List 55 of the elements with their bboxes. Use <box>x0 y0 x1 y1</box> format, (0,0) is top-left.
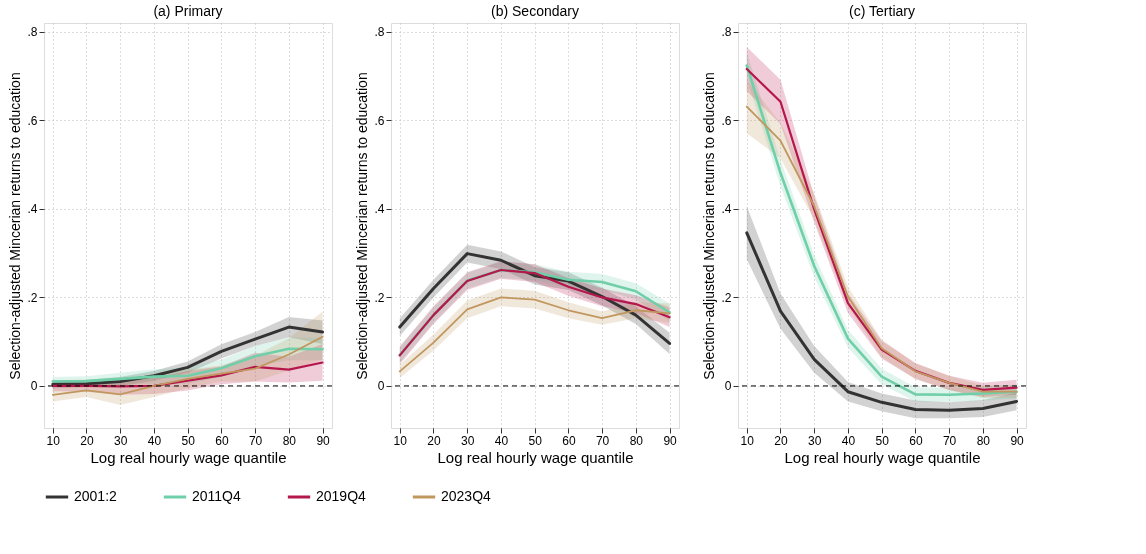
y-tick-label: .2 <box>721 290 732 305</box>
x-tick-label: 50 <box>875 433 890 448</box>
x-tick-label: 90 <box>1010 433 1025 448</box>
y-tick-label: .4 <box>374 202 385 217</box>
x-tick-label: 10 <box>740 433 755 448</box>
y-tick-label: .8 <box>721 25 732 40</box>
x-tick-label: 20 <box>80 433 94 448</box>
x-tick-label: 70 <box>595 433 610 448</box>
y-tick-label: .4 <box>27 202 38 217</box>
x-tick-label: 60 <box>562 433 576 448</box>
y-tick-label: .8 <box>27 25 38 40</box>
y-tick-label: .2 <box>27 290 38 305</box>
x-tick-label: 30 <box>808 433 822 448</box>
x-tick-label: 40 <box>494 433 509 448</box>
x-tick-label: 90 <box>663 433 678 448</box>
y-axis-title: Selection-adjusted Mincerian returns to education <box>7 72 24 380</box>
legend-label: 2023Q4 <box>441 488 492 504</box>
x-tick-label: 60 <box>215 433 229 448</box>
x-tick-label: 80 <box>629 433 644 448</box>
x-tick-label: 20 <box>427 433 441 448</box>
y-tick-label: .6 <box>374 113 385 128</box>
x-tick-label: 90 <box>316 433 331 448</box>
legend-label: 2011Q4 <box>192 488 241 504</box>
x-tick-label: 20 <box>774 433 788 448</box>
chart-title: (a) Primary <box>153 3 223 19</box>
x-tick-label: 70 <box>942 433 957 448</box>
y-tick-label: .6 <box>27 113 38 128</box>
legend-label: 2019Q4 <box>316 488 367 504</box>
x-tick-label: 50 <box>528 433 543 448</box>
legend-label: 2001:2 <box>74 488 118 504</box>
y-axis-title: Selection-adjusted Mincerian returns to education <box>354 72 371 380</box>
x-tick-label: 80 <box>976 433 991 448</box>
x-tick-label: 80 <box>282 433 297 448</box>
x-tick-label: 40 <box>147 433 162 448</box>
y-tick-label: .4 <box>721 202 732 217</box>
y-tick-label: 0 <box>377 379 385 394</box>
chart-title: (b) Secondary <box>491 3 579 19</box>
x-tick-label: 30 <box>461 433 475 448</box>
x-tick-label: 70 <box>248 433 263 448</box>
y-tick-label: 0 <box>724 379 732 394</box>
chart-title: (c) Tertiary <box>849 3 915 19</box>
y-tick-label: 0 <box>30 379 38 394</box>
y-tick-label: .2 <box>374 290 385 305</box>
x-tick-label: 10 <box>393 433 408 448</box>
x-axis-title: Log real hourly wage quantile <box>437 448 634 466</box>
y-tick-label: .6 <box>721 113 732 128</box>
x-tick-label: 10 <box>46 433 61 448</box>
x-tick-label: 60 <box>909 433 923 448</box>
x-tick-label: 30 <box>114 433 128 448</box>
x-axis-title: Log real hourly wage quantile <box>90 448 287 466</box>
x-tick-label: 40 <box>841 433 856 448</box>
y-axis-title: Selection-adjusted Mincerian returns to education <box>701 72 718 380</box>
y-tick-label: .8 <box>374 25 385 40</box>
x-axis-title: Log real hourly wage quantile <box>784 448 981 466</box>
x-tick-label: 50 <box>181 433 196 448</box>
